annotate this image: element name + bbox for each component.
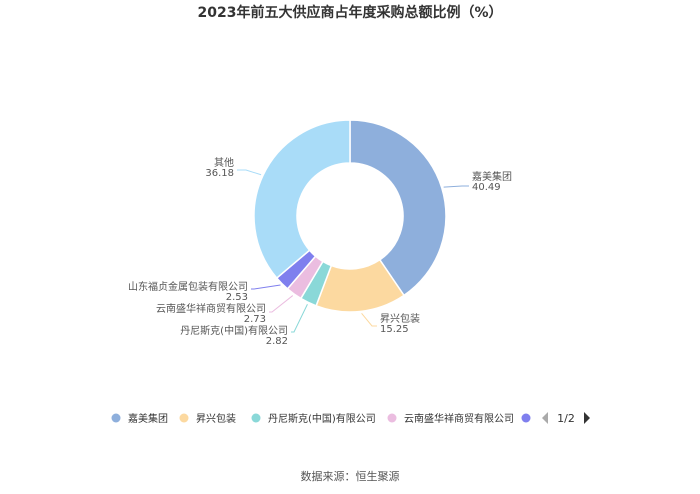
slice-label-嘉美集团: 嘉美集团 — [472, 170, 512, 183]
slice-label-丹尼斯克-中国-有限公司: 丹尼斯克(中国)有限公司 — [180, 324, 288, 337]
legend-marker-山东福贞金属包装有限公司[interactable] — [521, 413, 531, 423]
slice-label-山东福贞金属包装有限公司: 山东福贞金属包装有限公司 — [128, 280, 248, 293]
leader-line-其他 — [237, 169, 262, 176]
leader-line-嘉美集团 — [443, 185, 469, 188]
slice-label-其他: 其他 — [214, 156, 234, 169]
leader-line-山东福贞金属包装有限公司 — [251, 284, 281, 290]
next-page-icon[interactable] — [584, 412, 590, 424]
legend-label-云南盛华祥商贸有限公司[interactable]: 云南盛华祥商贸有限公司 — [404, 412, 514, 425]
legend-label-嘉美集团[interactable]: 嘉美集团 — [128, 412, 168, 425]
slice-label-昇兴包装: 昇兴包装 — [380, 312, 420, 325]
leader-line-丹尼斯克-中国-有限公司 — [291, 304, 308, 333]
leader-line-昇兴包装 — [361, 312, 377, 327]
slice-value-丹尼斯克-中国-有限公司: 2.82 — [266, 336, 288, 347]
slice-value-云南盛华祥商贸有限公司: 2.73 — [244, 314, 266, 325]
slice-嘉美集团[interactable] — [349, 119, 447, 297]
slice-value-山东福贞金属包装有限公司: 2.53 — [226, 292, 248, 303]
legend: 嘉美集团 昇兴包装 丹尼斯克(中国)有限公司 云南盛华祥商贸有限公司 — [111, 412, 531, 425]
slice-value-昇兴包装: 15.25 — [380, 324, 409, 335]
legend-marker-嘉美集团[interactable] — [111, 413, 121, 423]
legend-marker-昇兴包装[interactable] — [179, 413, 189, 423]
data-source: 数据来源：恒生聚源 — [301, 469, 400, 483]
leader-line-云南盛华祥商贸有限公司 — [269, 295, 294, 313]
chart-title: 2023年前五大供应商占年度采购总额比例（%） — [198, 4, 503, 21]
legend-pager: 1/2 — [542, 412, 590, 425]
legend-page-indicator: 1/2 — [557, 412, 575, 425]
slice-其他[interactable] — [253, 119, 351, 280]
slice-value-其他: 36.18 — [205, 168, 234, 179]
label-leaders — [237, 169, 469, 333]
prev-page-icon[interactable] — [542, 412, 548, 424]
legend-label-丹尼斯克-中国-有限公司[interactable]: 丹尼斯克(中国)有限公司 — [268, 412, 376, 425]
slice-label-云南盛华祥商贸有限公司: 云南盛华祥商贸有限公司 — [156, 302, 266, 315]
legend-label-昇兴包装[interactable]: 昇兴包装 — [196, 412, 236, 425]
slice-value-嘉美集团: 40.49 — [472, 182, 501, 193]
legend-marker-丹尼斯克-中国-有限公司[interactable] — [251, 413, 261, 423]
legend-marker-云南盛华祥商贸有限公司[interactable] — [387, 413, 397, 423]
donut-slices — [253, 119, 447, 313]
